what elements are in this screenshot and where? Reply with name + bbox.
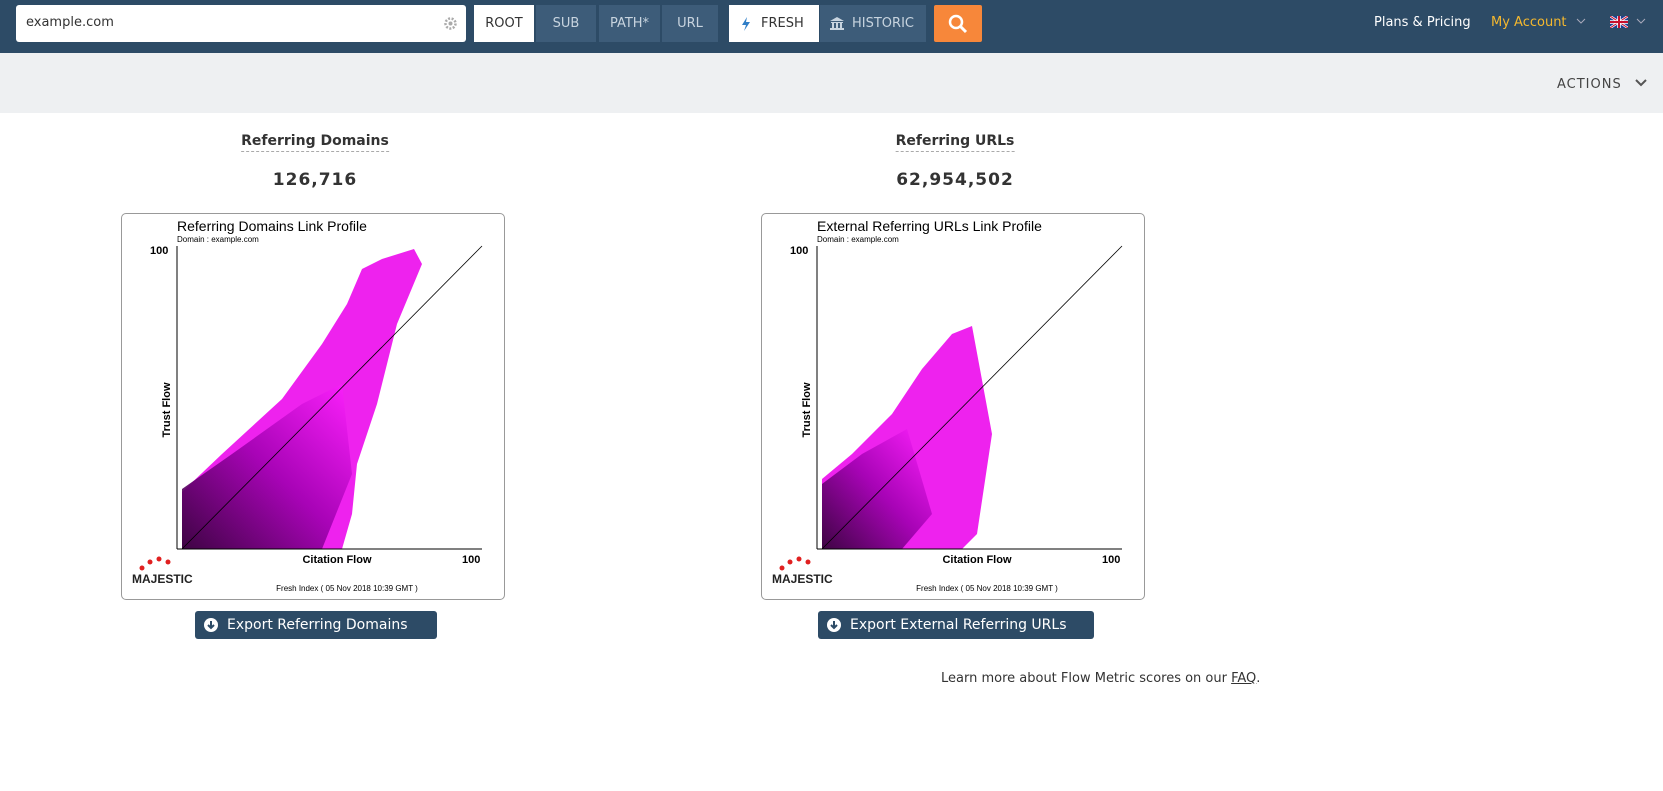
download-icon bbox=[204, 618, 218, 632]
chart-image: Referring Domains Link Profile Domain : … bbox=[132, 218, 483, 593]
account-link[interactable]: My Account bbox=[1491, 15, 1567, 30]
x-label: Citation Flow bbox=[942, 554, 1011, 566]
export-label: Export Referring Domains Data bbox=[227, 617, 408, 661]
y-label: Trust Flow bbox=[161, 382, 173, 437]
chevron bbox=[1636, 18, 1646, 24]
export-label: Export External Referring URLs Data bbox=[850, 617, 1067, 661]
fresh-label: FRESH bbox=[761, 16, 804, 31]
historic-button[interactable]: HISTORIC bbox=[820, 5, 926, 42]
diagonal bbox=[181, 245, 483, 550]
footer-note: Learn more about Flow Metric scores on o… bbox=[941, 671, 1260, 686]
panel-count: 126,716 bbox=[272, 170, 358, 190]
chart-title: Referring Domains Link Profile bbox=[177, 218, 367, 234]
y-label: Trust Flow bbox=[801, 382, 813, 437]
logo-stars bbox=[779, 556, 811, 571]
search-text: example.com bbox=[26, 15, 114, 30]
footnote: Fresh Index ( 05 Nov 2018 10:39 GMT ) bbox=[916, 584, 1058, 593]
historic-label: HISTORIC bbox=[852, 16, 914, 31]
footnote: Fresh Index ( 05 Nov 2018 10:39 GMT ) bbox=[276, 584, 418, 593]
fresh-button[interactable]: FRESH bbox=[729, 5, 819, 42]
faq-link[interactable]: FAQ bbox=[1231, 671, 1257, 686]
chevron bbox=[1576, 18, 1586, 24]
scope-button[interactable]: ROOT bbox=[474, 5, 534, 42]
y-max: 100 bbox=[150, 245, 168, 257]
footer-text: Learn more about Flow Metric scores on o… bbox=[941, 671, 1232, 686]
panel-heading: Referring Domains bbox=[241, 133, 389, 152]
chart-image: External Referring URLs Link Profile Dom… bbox=[772, 218, 1123, 593]
x-max: 100 bbox=[1102, 554, 1120, 566]
logo-stars bbox=[139, 556, 171, 571]
search-button[interactable] bbox=[934, 5, 982, 42]
chart-frame: External Referring URLs Link Profile Dom… bbox=[761, 213, 1145, 600]
x-max: 100 bbox=[462, 554, 480, 566]
footer-end: . bbox=[1256, 671, 1261, 686]
top-nav: example.com ROOT SUB PATH* URL FRESH HISTOR… bbox=[0, 0, 1663, 53]
panel-heading: Referring URLs bbox=[895, 133, 1015, 152]
scope-button[interactable]: PATH* bbox=[599, 5, 660, 42]
gear-icon[interactable] bbox=[444, 17, 457, 30]
diagonal bbox=[821, 245, 1123, 550]
panel-count: 62,954,502 bbox=[896, 170, 1014, 190]
chart-subtitle: Domain : example.com bbox=[177, 235, 259, 244]
chart-frame: Referring Domains Link Profile Domain : … bbox=[121, 213, 505, 600]
scope-button[interactable]: URL bbox=[662, 5, 718, 42]
export-button[interactable]: Export Referring Domains Data bbox=[195, 611, 437, 661]
search-input[interactable]: example.com bbox=[16, 5, 466, 42]
actions-menu[interactable]: ACTIONS bbox=[1557, 77, 1622, 92]
chart-title: External Referring URLs Link Profile bbox=[817, 218, 1042, 234]
density-core bbox=[822, 429, 932, 549]
density-core bbox=[182, 384, 352, 549]
chart-subtitle: Domain : example.com bbox=[817, 235, 899, 244]
logo: MAJESTIC bbox=[772, 572, 833, 586]
plans-link[interactable]: Plans & Pricing bbox=[1374, 15, 1471, 30]
flag-icon[interactable] bbox=[1610, 16, 1628, 28]
x-label: Citation Flow bbox=[302, 554, 371, 566]
download-icon bbox=[827, 618, 841, 632]
toolbar: ACTIONS bbox=[0, 53, 1663, 113]
scope-button[interactable]: SUB bbox=[536, 5, 596, 42]
logo: MAJESTIC bbox=[132, 572, 193, 586]
y-max: 100 bbox=[790, 245, 808, 257]
chevron bbox=[1635, 79, 1647, 87]
export-button[interactable]: Export External Referring URLs Data bbox=[818, 611, 1094, 661]
